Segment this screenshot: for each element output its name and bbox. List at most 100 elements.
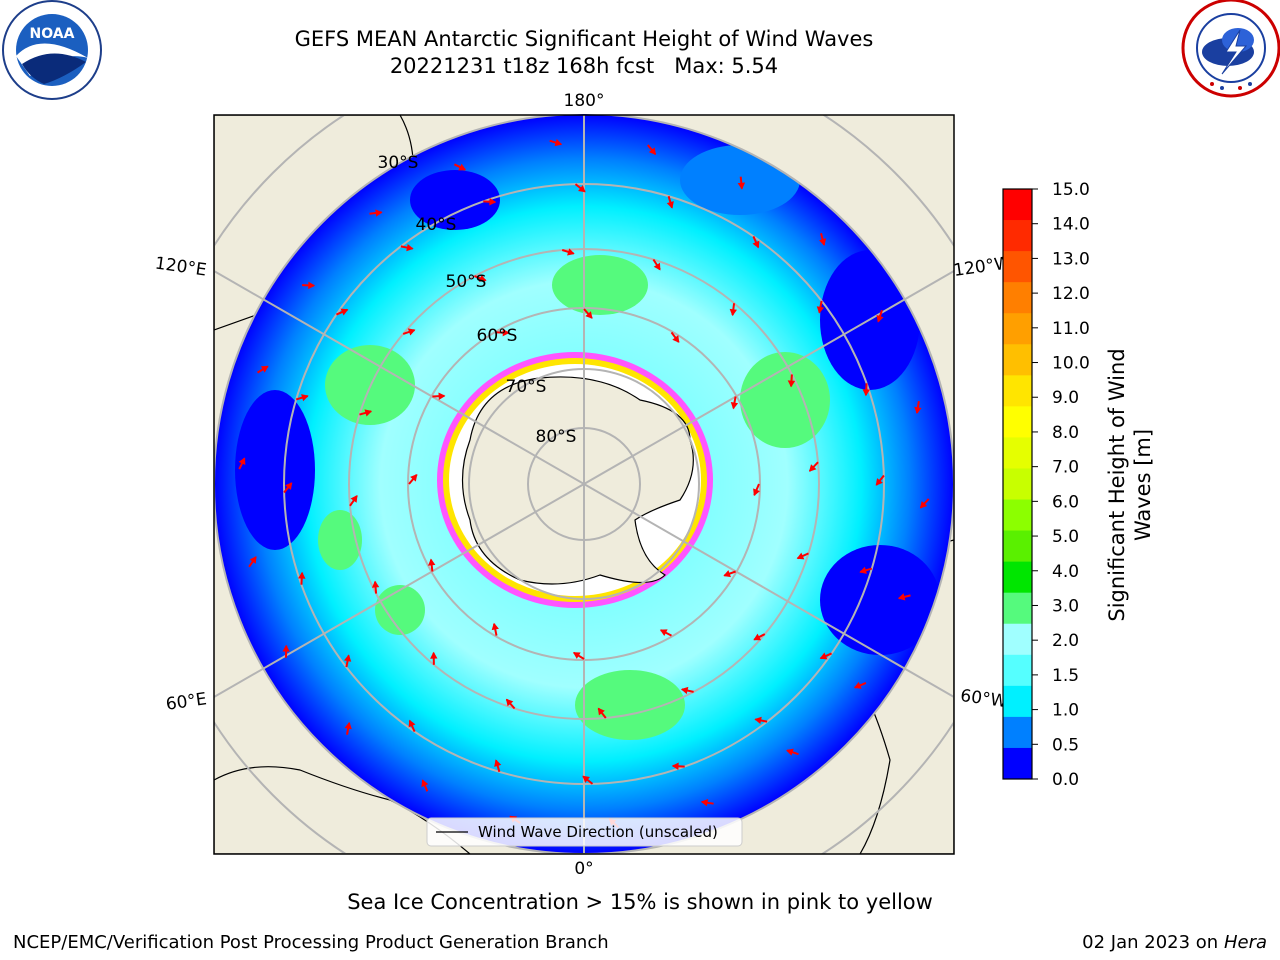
wave-direction-arrowhead: [648, 147, 657, 155]
wave-direction-arrowhead: [554, 139, 563, 147]
map-frame: [213, 114, 955, 855]
wave-direction-arrowhead: [729, 308, 737, 317]
wave-direction-arrowhead: [371, 580, 380, 588]
wave-direction-arrowhead: [816, 306, 825, 314]
lightning-icon: [1221, 29, 1248, 75]
footer-right: 02 Jan 2023 on Hera: [1082, 932, 1267, 953]
lon-label-180: 180°: [564, 91, 605, 111]
wave-direction-arrowhead: [567, 248, 575, 256]
colorbar-tick-label: 6.0: [1052, 492, 1079, 512]
wave-direction-arrowhead: [876, 314, 884, 323]
wave-direction-arrowhead: [582, 775, 590, 783]
wave-direction-arrowhead: [430, 651, 438, 659]
wave-direction-arrowhead: [754, 716, 762, 725]
wave-max-region-6: [318, 510, 362, 570]
wave-direction-arrowhead: [260, 365, 269, 373]
wave-direction-arrowhead: [343, 654, 352, 662]
wave-direction-arrowhead: [914, 406, 922, 415]
wave-direction-arrowhead: [502, 328, 510, 337]
wave-max-region-4: [575, 670, 685, 740]
footer-left: NCEP/EMC/Verification Post Processing Pr…: [13, 932, 609, 953]
colorbar-segment: [1003, 189, 1032, 221]
colorbar-tick-label: 7.0: [1052, 458, 1079, 478]
wave-direction-arrowhead: [458, 163, 467, 171]
colorbar-segment: [1003, 468, 1032, 501]
wave-direction-arrowhead: [408, 719, 416, 728]
wave-direction-arrowhead: [410, 473, 418, 482]
colorbar-segment: [1003, 437, 1032, 469]
colorbar-label-line1: Significant Height of Wind: [1105, 348, 1129, 621]
wave-direction-arrowhead: [421, 779, 429, 788]
wave-direction-arrowhead: [428, 558, 436, 566]
wave-direction-arrowhead: [787, 380, 796, 388]
wave-direction-arrowhead: [796, 552, 805, 560]
colorbar-segment: [1003, 747, 1032, 780]
colorbar-tick-label: 4.0: [1052, 562, 1079, 582]
lat-label-60s: 60°S: [477, 326, 518, 346]
wave-direction-arrowhead: [666, 201, 674, 209]
lat-label-40s: 40°S: [416, 215, 457, 235]
colorbar-segment: [1003, 623, 1032, 656]
wave-direction-arrowhead: [407, 328, 416, 336]
wave-direction-arrowhead: [859, 566, 867, 574]
wave-direction-arrowhead: [808, 464, 817, 472]
wave-direction-arrowhead: [862, 389, 870, 397]
colorbar-segment: [1003, 530, 1032, 563]
wave-direction-arrowhead: [249, 556, 257, 564]
wave-direction-arrowhead: [680, 686, 689, 695]
footer-date: 02 Jan 2023 on: [1082, 932, 1224, 953]
colorbar-segment: [1003, 685, 1032, 718]
wave-direction-arrowhead: [819, 652, 828, 660]
lat-label-50s: 50°S: [446, 272, 487, 292]
lon-label-120e: 120°E: [154, 254, 208, 281]
nws-logo: [1181, 0, 1280, 98]
wave-direction-arrowhead: [340, 308, 349, 316]
wave-direction-arrowhead: [494, 759, 502, 767]
colorbar-segment: [1003, 282, 1032, 314]
wave-direction-arrowhead: [919, 500, 928, 509]
wave-direction-arrowhead: [438, 392, 446, 400]
wave-max-region-5: [375, 585, 425, 635]
wave-direction-arrowhead: [672, 335, 680, 343]
wave-direction-arrowhead: [238, 457, 246, 466]
colorbar-tick-label: 11.0: [1052, 319, 1090, 339]
wave-direction-arrowhead: [786, 748, 794, 756]
wave-direction-arrowhead: [875, 478, 883, 486]
colorbar-segment: [1003, 220, 1032, 252]
colorbar-tick-label: 14.0: [1052, 215, 1090, 235]
colorbar-tick-label: 8.0: [1052, 423, 1079, 443]
colorbar-tick-label: 1.5: [1052, 666, 1079, 686]
wave-direction-arrowhead: [723, 570, 731, 578]
wave-direction-arrowhead: [753, 633, 762, 641]
lon-label-0: 0°: [574, 859, 593, 879]
wave-direction-arrowhead: [298, 571, 306, 579]
colorbar-tick-label: 0.0: [1052, 770, 1079, 790]
colorbar-segment: [1003, 313, 1032, 345]
wave-direction-arrowhead: [737, 182, 746, 190]
wave-direction-arrowhead: [491, 622, 499, 631]
wave-direction-arrowhead: [364, 409, 373, 417]
chart-title: GEFS MEAN Antarctic Significant Height o…: [294, 27, 874, 51]
colorbar-tick-label: 15.0: [1052, 180, 1090, 200]
wave-direction-arrowhead: [819, 238, 827, 246]
sea-ice-caption: Sea Ice Concentration > 15% is shown in …: [347, 890, 933, 914]
wave-direction-arrowhead: [375, 209, 383, 217]
footer-host: Hera: [1223, 932, 1267, 953]
wave-direction-arrowhead: [572, 652, 581, 659]
colorbar-label-line2: Waves [m]: [1131, 429, 1155, 541]
colorbar-segment: [1003, 592, 1032, 625]
wave-direction-arrowhead: [350, 495, 358, 503]
colorbar-tick-label: 1.0: [1052, 701, 1079, 721]
wave-direction-arrowhead: [653, 262, 661, 271]
wave-direction-arrowhead: [308, 281, 316, 290]
wave-max-region-1: [552, 255, 648, 315]
colorbar-segment: [1003, 375, 1032, 407]
wave-direction-arrowhead: [489, 198, 497, 206]
colorbar-tick-label: 2.0: [1052, 631, 1079, 651]
colorbar-segment: [1003, 499, 1032, 532]
wave-direction-arrowhead: [585, 311, 593, 319]
noaa-logo-text: NOAA: [30, 26, 75, 42]
lat-label-30s: 30°S: [378, 153, 419, 173]
colorbar-tick-label: 9.0: [1052, 388, 1079, 408]
